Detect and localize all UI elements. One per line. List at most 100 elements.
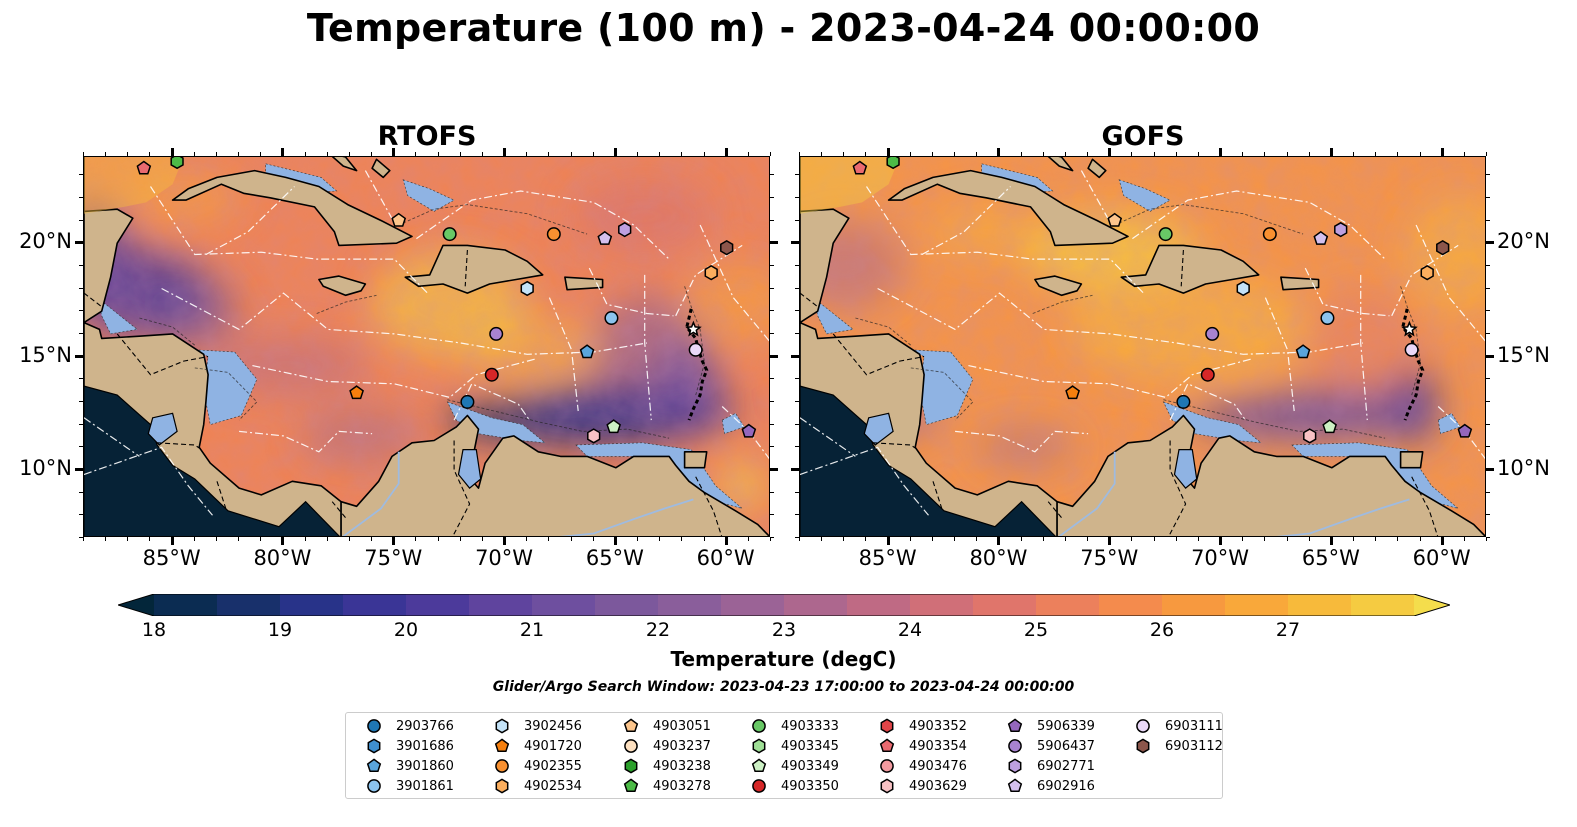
land-hispaniola — [1120, 244, 1260, 294]
minor-tick — [659, 537, 661, 541]
minor-tick — [371, 152, 373, 156]
bathymetry-contour — [398, 204, 588, 235]
minor-tick — [703, 152, 705, 156]
legend-label: 4903349 — [781, 758, 839, 774]
eez-boundary — [921, 186, 1011, 256]
minor-tick — [1486, 446, 1490, 448]
minor-tick — [79, 219, 83, 221]
lon-tick-label: 80°W — [969, 546, 1028, 570]
colorbar-tick-label: 18 — [141, 619, 167, 641]
lake — [457, 449, 482, 489]
minor-tick — [215, 537, 217, 541]
platform-marker — [1158, 227, 1173, 242]
colorbar-tick-label: 23 — [771, 619, 797, 641]
minor-tick — [770, 537, 771, 541]
major-tick — [281, 537, 285, 545]
eez-boundary — [800, 446, 929, 516]
colorbar-bin — [343, 594, 407, 616]
platform-marker — [489, 326, 504, 341]
major-tick — [886, 148, 890, 156]
platform-marker — [442, 227, 457, 242]
bathymetry-contour — [1114, 204, 1304, 235]
land-yucatan — [84, 208, 134, 324]
legend-entry: 4903333 — [751, 718, 839, 734]
legend-marker — [1007, 718, 1023, 733]
minor-tick — [681, 537, 683, 541]
legend-entry: 4902355 — [494, 758, 582, 774]
minor-tick — [1486, 491, 1490, 493]
minor-tick — [1397, 537, 1399, 541]
colorbar-tick-label: 21 — [519, 619, 545, 641]
legend-marker — [1008, 739, 1022, 753]
colorbar-bin — [217, 594, 281, 616]
lon-tick-label: 85°W — [858, 546, 917, 570]
eez-boundary — [1415, 224, 1485, 342]
minor-tick — [795, 196, 799, 198]
legend-entry: 4903051 — [623, 718, 711, 734]
colorbar-ticks: 18 19 20 21 22 23 24 25 26 27 — [0, 619, 1567, 643]
legend-entry: 4903354 — [879, 738, 967, 754]
lat-tick-label: 10°N — [19, 455, 72, 480]
minor-tick — [1486, 152, 1487, 156]
country-border — [116, 333, 209, 376]
land-southAmerica — [1056, 414, 1485, 536]
platform-marker — [1404, 342, 1419, 357]
legend-label: 5906339 — [1037, 718, 1095, 734]
land-jamaica — [318, 275, 367, 297]
lat-tick-label: 20°N — [19, 229, 72, 254]
minor-tick — [348, 537, 350, 541]
circle-marker-icon — [1136, 719, 1150, 733]
minor-tick — [105, 537, 107, 541]
minor-tick — [459, 152, 461, 156]
platform-marker — [587, 428, 601, 444]
gulf-water — [84, 157, 184, 214]
minor-tick — [149, 537, 151, 541]
shelf-water — [1118, 179, 1171, 212]
pentagon-marker-icon — [623, 718, 639, 733]
eez-boundary — [416, 190, 670, 260]
minor-tick — [799, 537, 800, 541]
minor-tick — [931, 537, 933, 541]
legend-entry: 6902916 — [1007, 778, 1095, 794]
minor-tick — [1486, 174, 1490, 176]
legend-marker — [367, 779, 381, 793]
platform-marker — [1236, 280, 1250, 297]
minor-tick — [976, 537, 978, 541]
search-window-caption: Glider/Argo Search Window: 2023-04-23 17… — [492, 679, 1075, 695]
major-tick — [503, 148, 507, 156]
platform-marker — [460, 394, 475, 409]
major-tick — [791, 354, 799, 358]
platform-marker — [1320, 311, 1335, 326]
circle-marker-icon — [367, 779, 381, 793]
shelf-water — [402, 179, 455, 212]
major-tick — [613, 148, 617, 156]
minor-tick — [592, 152, 594, 156]
colorbar — [118, 594, 1450, 616]
platform-marker — [1401, 320, 1418, 337]
minor-tick — [909, 537, 911, 541]
minor-tick — [304, 537, 306, 541]
lon-tick-label: 75°W — [1080, 546, 1139, 570]
eez-boundary — [800, 417, 856, 457]
land-trinidad — [1399, 450, 1424, 469]
legend-marker — [623, 718, 639, 733]
legend-label: 3902456 — [524, 718, 582, 734]
minor-tick — [193, 537, 195, 541]
major-tick — [724, 148, 728, 156]
platform-marker — [520, 280, 534, 297]
legend-label: 4903051 — [653, 718, 711, 734]
minor-tick — [1486, 287, 1490, 289]
legend-entry: 4903278 — [623, 778, 711, 794]
platform-marker — [688, 342, 703, 357]
minor-tick — [909, 152, 911, 156]
colorbar-bin — [595, 594, 659, 616]
colorbar-bin — [658, 594, 722, 616]
minor-tick — [1353, 152, 1355, 156]
country-border — [1168, 440, 1187, 536]
minor-tick — [83, 152, 84, 156]
minor-tick — [1375, 537, 1377, 541]
minor-tick — [570, 152, 572, 156]
country-border — [1047, 501, 1062, 518]
legend-label: 4901720 — [524, 738, 582, 754]
platform-marker — [597, 230, 613, 245]
